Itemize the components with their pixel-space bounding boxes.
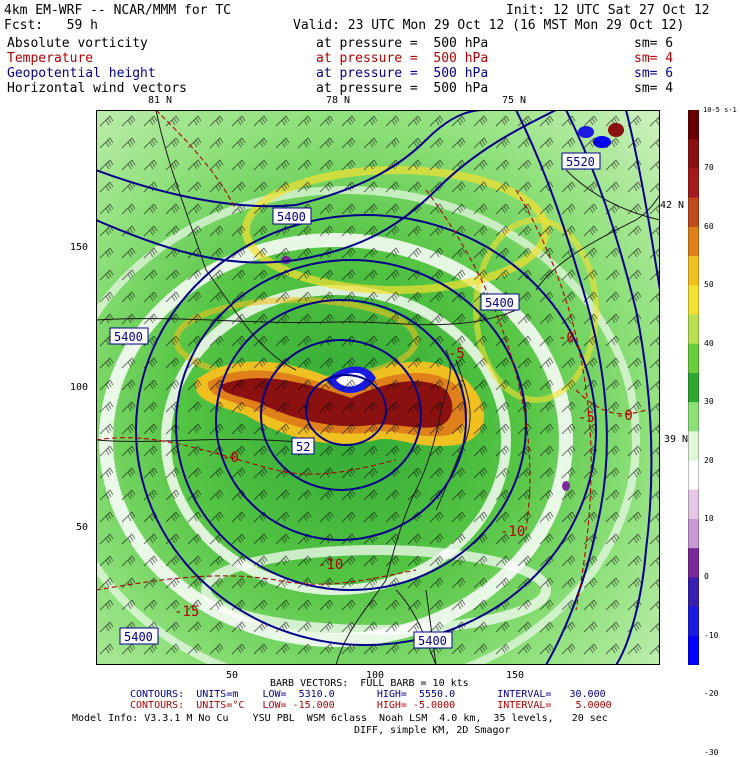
grid-x-50: 50 (226, 670, 239, 681)
field-sm-geopotential: sm= 6 (634, 66, 674, 81)
temp-label-h: -5 (448, 346, 465, 362)
colorbar-tick-label: -20 (704, 689, 719, 699)
field-name-temperature: Temperature (7, 51, 94, 66)
field-name-wind: Horizontal wind vectors (7, 81, 188, 96)
valid-time: Valid: 23 UTC Mon 29 Oct 12 (16 MST Mon … (293, 18, 685, 33)
vorticity-colorbar (688, 110, 699, 665)
temp-contour-info: CONTOURS: UNITS=°C LOW= -15.000 HIGH= -5… (130, 700, 612, 711)
init-time: Init: 12 UTC Sat 27 Oct 12 (506, 3, 710, 18)
colorbar-step (688, 168, 699, 199)
colorbar-step (688, 197, 699, 228)
lat-label-42: 42 N (660, 200, 685, 211)
colorbar-step (688, 314, 699, 345)
field-level-vorticity: at pressure = 500 hPa (316, 36, 489, 51)
grid-x-100: 100 (366, 670, 385, 681)
temperature-contours (96, 110, 647, 611)
colorbar-tick-label: 50 (704, 280, 714, 290)
field-name-vorticity: Absolute vorticity (7, 36, 148, 51)
temp-label-g: -5 (578, 410, 595, 426)
contour-label-5400-b: 5400 (485, 296, 514, 310)
colorbar-tick-label: 40 (704, 338, 714, 348)
lat-label-39: 39 N (664, 434, 689, 445)
temp-label-e: -0 (558, 330, 575, 346)
model-info: Model Info: V3.3.1 M No Cu YSU PBL WSM 6… (72, 713, 608, 724)
field-level-temperature: at pressure = 500 hPa (316, 51, 489, 66)
colorbar-step (688, 402, 699, 432)
colorbar-step (688, 635, 699, 665)
colorbar-units: 10-5 s-1 (703, 106, 737, 114)
colorbar-tick-label: 70 (704, 163, 714, 173)
colorbar-tick-label: 20 (704, 455, 714, 465)
colorbar-step (688, 489, 699, 520)
field-name-geopotential: Geopotential height (7, 66, 156, 81)
colorbar-tick-label: 30 (704, 397, 714, 407)
colorbar-step (688, 606, 699, 637)
contour-label-5400-c: 5400 (114, 330, 143, 344)
colorbar-step (688, 372, 699, 403)
colorbar-step (688, 548, 699, 578)
colorbar-tick-label: 10 (704, 513, 714, 523)
weather-map: 5520 5400 5400 5400 5400 5400 52 -15 -10… (96, 110, 660, 665)
colorbar-step (688, 577, 699, 608)
temp-label-c: -10 (500, 524, 525, 540)
grid-y-150: 150 (70, 242, 89, 253)
model-title: 4km EM-WRF -- NCAR/MMM for TC (4, 3, 231, 18)
colorbar-tick-label: -10 (704, 630, 719, 640)
field-sm-wind: sm= 4 (634, 81, 674, 96)
colorbar-step (688, 518, 699, 549)
colorbar-step (688, 343, 699, 374)
height-contours (96, 110, 660, 665)
contour-label-5400-e: 5400 (418, 634, 447, 648)
colorbar-step (688, 285, 699, 315)
map-frame (96, 110, 660, 665)
field-level-wind: at pressure = 500 hPa (316, 81, 489, 96)
colorbar-step (688, 226, 699, 257)
field-sm-temperature: sm= 4 (634, 51, 674, 66)
field-level-geopotential: at pressure = 500 hPa (316, 66, 489, 81)
temp-label-d: -0 (222, 450, 239, 466)
colorbar-step (688, 256, 699, 286)
contour-label-5400-d: 5400 (124, 630, 153, 644)
lon-label-75: 75 N (502, 95, 527, 106)
field-sm-vorticity: sm= 6 (634, 36, 674, 51)
colorbar-step (688, 110, 699, 140)
colorbar-step (688, 139, 699, 169)
colorbar-step (688, 460, 699, 491)
temp-label-a: -15 (174, 604, 199, 620)
grid-y-100: 100 (70, 382, 89, 393)
barb-legend: BARB VECTORS: FULL BARB = 10 kts (270, 678, 469, 689)
diffusion-info: DIFF, simple KM, 2D Smagor (354, 725, 511, 736)
lon-label-78: 78 N (326, 95, 351, 106)
forecast-hour: Fcst: 59 h (4, 18, 98, 33)
grid-y-50: 50 (76, 522, 89, 533)
height-contour-info: CONTOURS: UNITS=m LOW= 5310.0 HIGH= 5550… (130, 689, 606, 700)
temp-label-f: -0 (616, 408, 633, 424)
contour-labels: 5520 5400 5400 5400 5400 5400 52 -15 -10… (109, 152, 633, 649)
contour-label-5400-a: 5400 (277, 210, 306, 224)
contour-label-5520: 5520 (566, 155, 595, 169)
colorbar-tick-label: 0 (704, 572, 709, 582)
colorbar-step (688, 431, 699, 462)
colorbar-tick-label: 60 (704, 221, 714, 231)
temp-label-b: -10 (318, 557, 343, 573)
grid-x-150: 150 (506, 670, 525, 681)
contour-label-52: 52 (296, 440, 310, 454)
lon-label-81: 81 N (148, 95, 173, 106)
colorbar-tick-label: -30 (704, 747, 719, 757)
